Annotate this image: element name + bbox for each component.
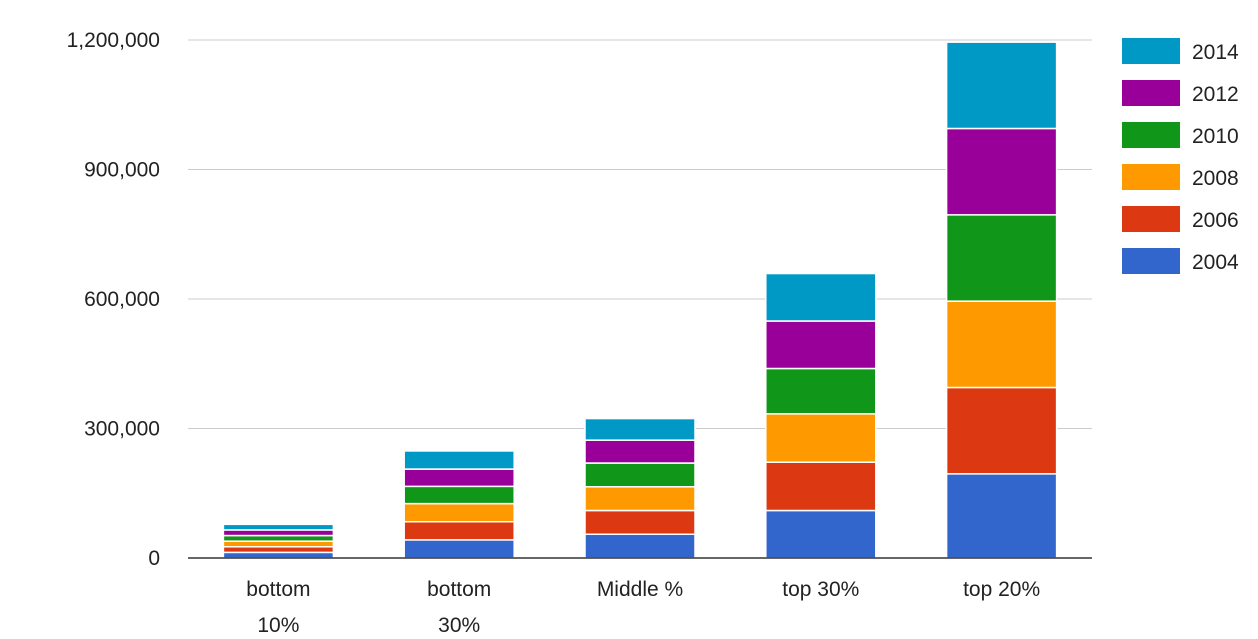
bar-segment-2004 <box>222 551 335 559</box>
x-tick-label: top 20% <box>963 578 1040 601</box>
y-tick-label: 900,000 <box>84 159 160 182</box>
bar-segment-2008 <box>584 486 696 512</box>
bar-segment-2010 <box>403 485 515 505</box>
bar-segment-2004 <box>765 509 877 559</box>
bar-segment-2014 <box>765 272 877 322</box>
bars <box>222 41 1058 559</box>
y-tick-label: 300,000 <box>84 418 160 441</box>
bar-segment-2006 <box>584 509 696 536</box>
bar-segment-2010 <box>765 367 877 415</box>
bar-segment-2014 <box>222 523 335 531</box>
legend: 2014 2012 2010 2008 2006 2004 <box>1122 38 1239 274</box>
bar-segment-2008 <box>945 300 1058 389</box>
bar-segment-2014 <box>403 450 515 470</box>
axes: 0 300,000 600,000 900,000 1,200,000 bottom 10%… <box>67 29 1092 637</box>
bar-segment-2006 <box>403 520 515 541</box>
y-tick-label: 600,000 <box>84 288 160 311</box>
bar-segment-2008 <box>222 540 335 548</box>
bar-segment-2008 <box>403 502 515 523</box>
legend-label-2008: 2008 <box>1192 167 1239 190</box>
bar-segment-2010 <box>584 462 696 488</box>
bar-segment-2012 <box>945 127 1058 216</box>
legend-swatch-2010 <box>1122 122 1180 148</box>
bar-segment-2006 <box>222 546 335 554</box>
legend-label-2014: 2014 <box>1192 41 1239 64</box>
bar-segment-2012 <box>403 468 515 488</box>
legend-swatch-2012 <box>1122 80 1180 106</box>
y-tick-label: 0 <box>148 547 160 570</box>
legend-label-2006: 2006 <box>1192 209 1239 232</box>
y-tick-label: 1,200,000 <box>67 29 160 52</box>
bar-segment-2008 <box>765 413 877 463</box>
legend-swatch-2004 <box>1122 248 1180 274</box>
bar-segment-2012 <box>765 320 877 370</box>
bar-segment-2012 <box>222 529 335 537</box>
bar-segment-2014 <box>945 41 1058 130</box>
bar-segment-2006 <box>945 386 1058 475</box>
legend-swatch-2008 <box>1122 164 1180 190</box>
legend-label-2012: 2012 <box>1192 83 1239 106</box>
bar-segment-2006 <box>765 461 877 512</box>
bar-segment-2010 <box>945 214 1058 302</box>
bar-segment-2014 <box>584 417 696 441</box>
x-tick-label: Middle % <box>597 578 683 601</box>
bar-segment-2004 <box>945 473 1058 559</box>
x-tick-label: bottom 30% <box>427 578 491 634</box>
bar-segment-2012 <box>584 439 696 464</box>
legend-label-2004: 2004 <box>1192 251 1239 274</box>
legend-label-2010: 2010 <box>1192 125 1239 148</box>
legend-swatch-2006 <box>1122 206 1180 232</box>
x-tick-label: top 30% <box>782 578 859 601</box>
bar-segment-2004 <box>403 539 515 559</box>
bar-segment-2004 <box>584 533 696 559</box>
x-tick-label: bottom 10% <box>246 578 310 634</box>
legend-swatch-2014 <box>1122 38 1180 64</box>
bar-segment-2010 <box>222 534 335 542</box>
